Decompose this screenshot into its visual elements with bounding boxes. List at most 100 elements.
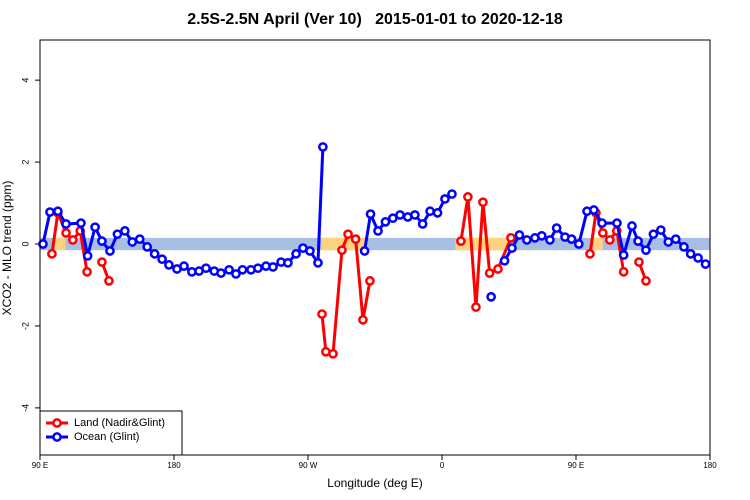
point bbox=[47, 248, 57, 259]
point bbox=[618, 267, 629, 277]
point bbox=[61, 228, 71, 238]
y-tick-label: 2 bbox=[20, 160, 30, 165]
legend-label: Land (Nadir&Glint) bbox=[74, 417, 165, 429]
point bbox=[337, 245, 347, 256]
point bbox=[507, 243, 517, 253]
point bbox=[612, 218, 622, 228]
point bbox=[597, 218, 607, 228]
point bbox=[536, 230, 547, 241]
point bbox=[365, 209, 376, 219]
x-tick-label: 180 bbox=[167, 461, 181, 470]
point bbox=[224, 264, 234, 275]
point bbox=[76, 218, 86, 228]
point bbox=[484, 268, 495, 278]
point bbox=[604, 235, 615, 245]
y-tick-label: 0 bbox=[20, 242, 30, 247]
point bbox=[634, 257, 644, 267]
y-tick-label: -4 bbox=[20, 404, 30, 412]
point bbox=[506, 233, 516, 243]
band bbox=[40, 237, 710, 251]
point bbox=[656, 225, 666, 235]
point bbox=[313, 258, 323, 268]
point bbox=[566, 234, 577, 244]
point bbox=[463, 192, 473, 202]
point bbox=[38, 239, 48, 249]
y-tick-label: -2 bbox=[20, 322, 30, 330]
point bbox=[157, 254, 167, 265]
point bbox=[253, 263, 263, 274]
point bbox=[45, 207, 55, 217]
point bbox=[447, 189, 457, 199]
point bbox=[291, 248, 301, 259]
point bbox=[343, 229, 353, 240]
point bbox=[493, 264, 503, 274]
point bbox=[283, 258, 293, 268]
point bbox=[648, 229, 659, 240]
point bbox=[627, 221, 637, 231]
point bbox=[641, 276, 651, 286]
point bbox=[90, 222, 100, 233]
point bbox=[164, 260, 174, 270]
point bbox=[499, 255, 510, 266]
point bbox=[663, 237, 674, 247]
x-tick-label: 90 E bbox=[32, 461, 48, 470]
point bbox=[618, 250, 629, 260]
point bbox=[61, 219, 71, 229]
point bbox=[82, 251, 93, 261]
point bbox=[373, 226, 383, 236]
point bbox=[365, 276, 375, 286]
point bbox=[585, 248, 595, 259]
point bbox=[127, 237, 138, 247]
point bbox=[522, 235, 532, 245]
point bbox=[471, 302, 481, 312]
point bbox=[395, 210, 405, 220]
point bbox=[67, 235, 78, 245]
point bbox=[350, 234, 361, 244]
point bbox=[410, 210, 420, 220]
band bbox=[455, 237, 511, 251]
band bbox=[54, 237, 66, 251]
point bbox=[201, 263, 211, 274]
point bbox=[679, 242, 689, 252]
point bbox=[105, 246, 115, 256]
point bbox=[305, 246, 315, 256]
point bbox=[359, 246, 370, 256]
point bbox=[440, 194, 450, 204]
point bbox=[268, 262, 278, 272]
band bbox=[592, 237, 603, 251]
point bbox=[179, 261, 189, 271]
point bbox=[589, 205, 599, 215]
point bbox=[328, 348, 338, 359]
legend-label: Ocean (Glint) bbox=[74, 431, 139, 443]
point bbox=[216, 268, 226, 278]
point bbox=[104, 276, 114, 286]
point bbox=[97, 257, 107, 267]
point bbox=[53, 206, 63, 217]
point bbox=[514, 230, 525, 240]
point bbox=[134, 234, 145, 244]
x-tick-label: 0 bbox=[440, 461, 445, 470]
point bbox=[456, 236, 466, 247]
y-tick-label: 4 bbox=[20, 78, 30, 83]
point bbox=[380, 217, 391, 227]
y-axis-title: XCO2 - MLO trend (ppm) bbox=[0, 181, 14, 316]
point bbox=[231, 269, 241, 279]
x-axis-title: Longitude (deg E) bbox=[327, 476, 422, 490]
legend-box bbox=[39, 410, 183, 456]
point bbox=[633, 236, 643, 247]
point bbox=[318, 142, 328, 152]
point bbox=[478, 197, 488, 208]
point bbox=[685, 248, 696, 259]
point bbox=[551, 223, 562, 233]
point bbox=[700, 259, 711, 269]
point bbox=[486, 292, 496, 302]
point bbox=[142, 242, 153, 252]
x-tick-label: 90 W bbox=[299, 461, 318, 470]
point bbox=[545, 235, 555, 245]
series-line bbox=[41, 146, 707, 276]
point bbox=[417, 219, 428, 229]
point bbox=[120, 226, 130, 236]
point bbox=[112, 229, 123, 240]
